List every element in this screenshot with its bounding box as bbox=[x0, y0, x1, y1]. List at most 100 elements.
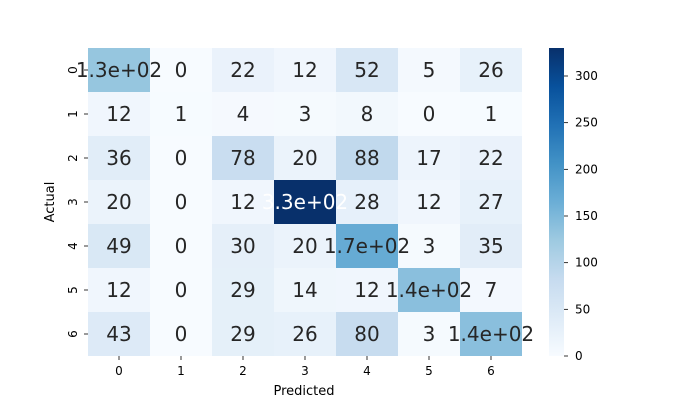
heatmap-cell bbox=[398, 92, 460, 136]
y-tick-label: 3 bbox=[66, 198, 80, 206]
cell-value-label: 7 bbox=[485, 278, 498, 302]
heatmap-cell bbox=[212, 136, 274, 180]
cell-value-label: 20 bbox=[106, 190, 131, 214]
heatmap-cell bbox=[88, 48, 150, 92]
x-tick-label: 4 bbox=[363, 364, 371, 378]
heatmap-cell bbox=[212, 180, 274, 224]
cell-value-label: 22 bbox=[478, 146, 503, 170]
cell-value-label: 20 bbox=[292, 146, 317, 170]
heatmap-cell bbox=[460, 224, 522, 268]
heatmap-cell bbox=[398, 312, 460, 356]
cell-value-label: 27 bbox=[478, 190, 503, 214]
cell-value-label: 80 bbox=[354, 322, 379, 346]
cell-value-label: 8 bbox=[361, 102, 374, 126]
x-tick-label: 0 bbox=[115, 364, 123, 378]
cell-value-label: 12 bbox=[230, 190, 255, 214]
heatmap-cell bbox=[274, 268, 336, 312]
heatmap-cell bbox=[150, 92, 212, 136]
cell-value-label: 1.4e+02 bbox=[386, 278, 472, 302]
heatmap-cell bbox=[88, 92, 150, 136]
colorbar-tick-label: 200 bbox=[575, 162, 598, 176]
y-axis-ticks: 0 1 2 3 4 5 6 bbox=[66, 66, 88, 338]
cell-value-label: 1.7e+02 bbox=[324, 234, 410, 258]
y-tick-label: 2 bbox=[66, 154, 80, 162]
cell-value-label: 1.3e+02 bbox=[76, 58, 162, 82]
heatmap-cell bbox=[212, 48, 274, 92]
heatmap-cell bbox=[398, 136, 460, 180]
heatmap-cell bbox=[336, 224, 398, 268]
heatmap-cell bbox=[274, 312, 336, 356]
heatmap-cell bbox=[460, 48, 522, 92]
colorbar-tick-label: 300 bbox=[575, 69, 598, 83]
heatmap-cell bbox=[460, 312, 522, 356]
heatmap-cell bbox=[88, 312, 150, 356]
cell-value-label: 12 bbox=[416, 190, 441, 214]
heatmap-cell bbox=[150, 224, 212, 268]
heatmap-cell bbox=[88, 180, 150, 224]
cell-value-label: 26 bbox=[292, 322, 317, 346]
heatmap-cell bbox=[336, 268, 398, 312]
colorbar-tick-label: 150 bbox=[575, 209, 598, 223]
cell-value-label: 3 bbox=[423, 234, 436, 258]
cell-value-label: 43 bbox=[106, 322, 131, 346]
heatmap-cell bbox=[336, 136, 398, 180]
heatmap-cell bbox=[274, 48, 336, 92]
cell-value-label: 0 bbox=[175, 146, 188, 170]
cell-value-label: 78 bbox=[230, 146, 255, 170]
cell-value-label: 3 bbox=[423, 322, 436, 346]
cell-value-label: 12 bbox=[354, 278, 379, 302]
heatmap-cell bbox=[150, 312, 212, 356]
cell-value-label: 22 bbox=[230, 58, 255, 82]
heatmap-cell bbox=[150, 136, 212, 180]
cell-value-label: 30 bbox=[230, 234, 255, 258]
cell-value-label: 12 bbox=[292, 58, 317, 82]
cell-value-label: 12 bbox=[106, 102, 131, 126]
heatmap-cell bbox=[398, 268, 460, 312]
cell-value-label: 29 bbox=[230, 278, 255, 302]
cell-value-label: 17 bbox=[416, 146, 441, 170]
cell-value-label: 26 bbox=[478, 58, 503, 82]
heatmap-cell bbox=[212, 268, 274, 312]
heatmap-cell bbox=[336, 312, 398, 356]
heatmap-cell bbox=[460, 180, 522, 224]
x-axis-label: Predicted bbox=[273, 384, 334, 399]
y-axis-label: Actual bbox=[43, 182, 58, 223]
x-tick-label: 1 bbox=[177, 364, 185, 378]
y-tick-label: 1 bbox=[66, 110, 80, 118]
cell-value-label: 4 bbox=[237, 102, 250, 126]
heatmap-cell bbox=[274, 136, 336, 180]
cell-value-label: 0 bbox=[175, 58, 188, 82]
heatmap-cell bbox=[88, 224, 150, 268]
heatmap-cell bbox=[336, 48, 398, 92]
cell-value-label: 1 bbox=[175, 102, 188, 126]
heatmap-cell bbox=[274, 224, 336, 268]
heatmap-cell bbox=[398, 48, 460, 92]
y-tick-label: 6 bbox=[66, 330, 80, 338]
y-tick-label: 5 bbox=[66, 286, 80, 294]
y-tick-label: 4 bbox=[66, 242, 80, 250]
x-tick-label: 2 bbox=[239, 364, 247, 378]
cell-value-label: 1 bbox=[485, 102, 498, 126]
heatmap-cell bbox=[212, 92, 274, 136]
heatmap-cells bbox=[88, 48, 522, 356]
cell-value-label: 29 bbox=[230, 322, 255, 346]
cell-value-label: 28 bbox=[354, 190, 379, 214]
cell-value-label: 3.3e+02 bbox=[262, 190, 348, 214]
heatmap-cell bbox=[274, 180, 336, 224]
colorbar bbox=[549, 48, 564, 356]
cell-value-label: 0 bbox=[175, 278, 188, 302]
cell-value-label: 0 bbox=[175, 190, 188, 214]
colorbar-tick-label: 0 bbox=[575, 349, 583, 363]
cell-value-label: 88 bbox=[354, 146, 379, 170]
colorbar-tick-label: 100 bbox=[575, 256, 598, 270]
cell-value-label: 5 bbox=[423, 58, 436, 82]
x-tick-label: 5 bbox=[425, 364, 433, 378]
heatmap-cell bbox=[88, 136, 150, 180]
colorbar-ticks: 0 50 100 150 200 250 300 bbox=[564, 69, 598, 363]
heatmap-cell bbox=[150, 180, 212, 224]
x-tick-label: 3 bbox=[301, 364, 309, 378]
heatmap-cell bbox=[460, 136, 522, 180]
heatmap-cell bbox=[212, 224, 274, 268]
cell-value-label: 3 bbox=[299, 102, 312, 126]
